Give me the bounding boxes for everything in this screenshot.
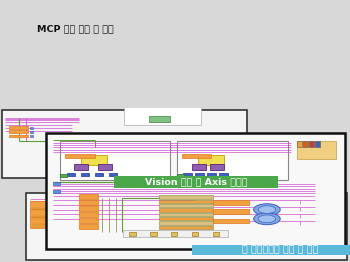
Bar xyxy=(183,173,192,176)
Bar xyxy=(79,200,98,205)
Bar xyxy=(9,127,28,129)
Bar xyxy=(30,131,33,133)
Bar xyxy=(108,173,117,176)
Bar xyxy=(193,245,350,255)
Bar xyxy=(30,201,54,212)
Bar xyxy=(80,155,107,165)
Bar xyxy=(276,171,340,240)
Bar xyxy=(150,232,156,236)
Bar xyxy=(192,164,206,170)
Bar xyxy=(159,213,213,216)
Bar xyxy=(61,223,65,225)
Bar xyxy=(159,208,213,212)
Bar xyxy=(9,130,28,133)
Bar xyxy=(79,212,98,217)
Bar xyxy=(60,174,66,177)
Text: MCP 위치 정의 및 이동: MCP 위치 정의 및 이동 xyxy=(37,24,114,34)
Bar xyxy=(149,116,170,122)
Bar xyxy=(159,199,213,203)
Bar xyxy=(213,219,249,223)
Bar xyxy=(52,182,60,185)
Text: Vision 셋팅 과 Axis 초기화: Vision 셋팅 과 Axis 초기화 xyxy=(145,178,247,187)
Bar xyxy=(177,174,184,177)
Bar xyxy=(171,232,177,236)
Bar xyxy=(2,110,247,178)
Bar xyxy=(46,133,345,249)
Bar xyxy=(30,135,33,137)
Bar xyxy=(192,232,198,236)
Bar xyxy=(159,195,213,199)
Bar xyxy=(9,135,28,137)
Bar xyxy=(315,141,320,147)
Bar xyxy=(129,232,135,236)
Bar xyxy=(26,193,346,260)
Circle shape xyxy=(258,206,276,214)
Circle shape xyxy=(254,204,280,215)
Bar xyxy=(297,141,302,147)
Bar xyxy=(66,173,75,176)
Bar xyxy=(65,154,94,158)
Bar xyxy=(30,127,33,129)
Bar xyxy=(5,24,145,34)
Bar xyxy=(213,232,219,236)
Bar xyxy=(309,141,314,147)
Bar xyxy=(195,173,204,176)
Bar xyxy=(213,209,249,214)
Bar xyxy=(198,155,224,165)
Bar xyxy=(159,217,213,220)
Bar xyxy=(114,177,278,188)
Bar xyxy=(159,204,213,207)
Bar xyxy=(79,224,98,229)
Bar xyxy=(30,217,54,228)
Bar xyxy=(79,206,98,211)
Bar xyxy=(210,164,224,170)
Bar xyxy=(74,164,88,170)
Bar xyxy=(303,141,308,147)
Bar xyxy=(159,226,213,229)
Bar xyxy=(52,190,60,193)
Bar xyxy=(79,218,98,223)
Bar xyxy=(61,215,65,216)
Bar xyxy=(159,221,213,225)
Bar xyxy=(182,154,211,158)
Bar xyxy=(30,209,54,220)
Bar xyxy=(98,164,112,170)
Circle shape xyxy=(254,213,280,225)
Bar xyxy=(61,206,65,208)
Bar xyxy=(123,230,228,237)
Bar xyxy=(177,141,288,179)
Bar xyxy=(213,200,249,205)
Bar xyxy=(297,141,336,159)
Bar xyxy=(79,194,98,199)
Bar xyxy=(207,173,216,176)
Text: 빔 모니터링을 위한 축 제어: 빔 모니터링을 위한 축 제어 xyxy=(242,245,318,255)
Bar xyxy=(80,173,89,176)
Bar xyxy=(94,173,103,176)
Bar xyxy=(138,233,234,247)
Bar xyxy=(124,107,201,125)
Circle shape xyxy=(258,215,276,223)
Bar xyxy=(138,203,234,223)
Bar xyxy=(219,173,228,176)
Bar xyxy=(60,141,170,179)
